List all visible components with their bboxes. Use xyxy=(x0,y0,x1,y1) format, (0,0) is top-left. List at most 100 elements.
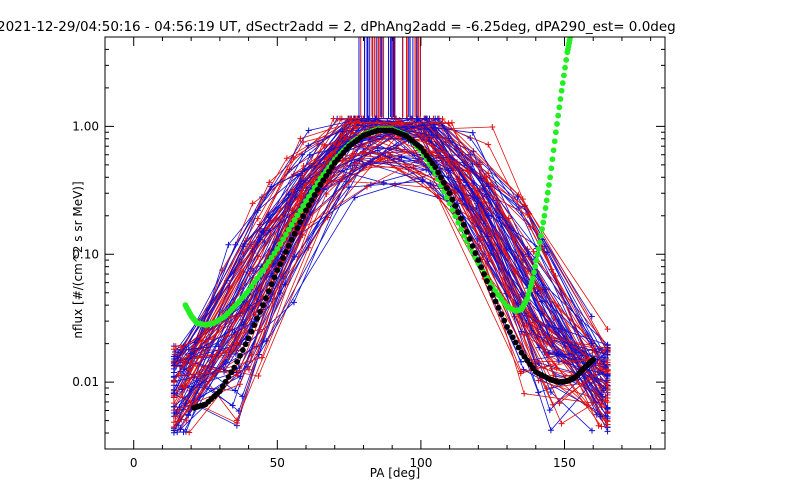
green-fit-point xyxy=(550,147,557,154)
trace-point-marker xyxy=(597,413,604,420)
trace-point-marker xyxy=(410,163,417,170)
black-fit-point xyxy=(495,304,502,311)
trace-point-marker xyxy=(603,381,610,388)
trace-point-marker xyxy=(452,160,459,167)
trace-point-marker xyxy=(423,115,430,122)
trace-point-marker xyxy=(521,390,528,397)
green-fit-point xyxy=(443,194,450,201)
black-fit-point xyxy=(492,298,499,305)
black-fit-point xyxy=(458,215,465,222)
flux-trace xyxy=(173,124,607,407)
green-fit-point xyxy=(455,219,462,226)
black-fit-point xyxy=(320,177,327,184)
trace-point-marker xyxy=(246,366,253,373)
black-fit-point xyxy=(291,230,298,237)
trace-point-marker xyxy=(225,241,232,248)
green-fit-point xyxy=(303,198,309,205)
axes: 0 50 100 150 1.00 0.10 0.01 xyxy=(72,36,666,470)
trace-point-marker xyxy=(526,319,533,326)
x-tick-label: 0 xyxy=(130,456,138,470)
black-fit-point xyxy=(308,197,315,204)
green-fit-point xyxy=(533,257,540,264)
black-fit-point xyxy=(265,288,272,295)
flux-trace xyxy=(189,128,608,428)
chart-title: 2021-12-29/04:50:16 - 04:56:19 UT, dSect… xyxy=(0,19,676,35)
trace-point-marker xyxy=(301,182,308,189)
trace-point-marker xyxy=(180,429,187,436)
trace-point-marker xyxy=(187,350,194,357)
black-fit-point xyxy=(432,164,439,171)
trace-point-marker xyxy=(374,147,381,154)
black-fit-point xyxy=(245,335,252,342)
green-fit-point xyxy=(552,129,559,136)
trace-point-marker xyxy=(503,245,510,252)
trace-point-marker xyxy=(351,194,358,201)
green-fit-point xyxy=(561,72,567,79)
y-axis-label: nflux [#/(cm^2 s sr MeV)] xyxy=(71,181,85,338)
green-fit-point xyxy=(531,269,537,276)
black-fit-point xyxy=(435,169,442,176)
plot-frame xyxy=(104,36,666,450)
trace-point-marker xyxy=(232,241,239,248)
black-fit-point xyxy=(268,281,275,288)
green-fit-point xyxy=(556,104,563,111)
trace-point-marker xyxy=(537,285,544,292)
trace-point-marker xyxy=(525,250,532,257)
trace-point-marker xyxy=(170,410,177,417)
flux-trace xyxy=(189,162,588,406)
black-fit-point xyxy=(484,278,490,284)
black-fit-point xyxy=(262,295,269,302)
black-fit-point xyxy=(463,228,470,235)
trace-point-marker xyxy=(171,424,178,431)
green-fit-point xyxy=(543,197,550,204)
black-fit-point xyxy=(274,267,281,274)
trace-point-marker xyxy=(419,176,426,183)
trace-point-marker xyxy=(175,418,182,425)
green-fit-point xyxy=(536,239,543,246)
y-tick-label: 1.00 xyxy=(72,119,99,133)
black-fit-point xyxy=(231,364,238,371)
trace-point-marker xyxy=(185,411,192,418)
black-fit-point xyxy=(326,168,332,175)
black-fit-point xyxy=(237,352,243,359)
trace-point-marker xyxy=(229,402,236,409)
black-fit-point xyxy=(489,292,496,298)
trace-point-marker xyxy=(348,115,355,122)
trace-point-marker xyxy=(556,400,563,407)
trace-point-marker xyxy=(306,152,313,159)
black-fit-point xyxy=(440,179,447,186)
trace-point-marker xyxy=(479,234,486,241)
flux-trace xyxy=(175,121,608,363)
trace-point-marker xyxy=(604,394,611,401)
black-fit-point xyxy=(283,249,289,255)
flux-traces xyxy=(170,37,611,436)
green-fit-point xyxy=(555,112,562,119)
green-fit-point xyxy=(551,138,558,145)
trace-point-marker xyxy=(236,381,243,388)
green-fit-point xyxy=(274,246,281,252)
flux-trace xyxy=(173,118,606,390)
trace-point-marker xyxy=(477,175,484,182)
trace-point-marker xyxy=(469,129,476,136)
black-fit-point xyxy=(216,388,223,395)
trace-point-marker xyxy=(345,184,352,191)
trace-point-marker xyxy=(604,342,611,349)
trace-point-marker xyxy=(170,386,177,393)
trace-point-marker xyxy=(445,167,452,174)
trace-point-marker xyxy=(396,116,403,123)
x-tick-label: 100 xyxy=(409,456,432,470)
trace-point-marker xyxy=(257,236,264,243)
trace-point-marker xyxy=(170,373,177,380)
black-fit-point xyxy=(239,347,246,353)
trace-point-marker xyxy=(255,373,262,380)
trace-point-marker xyxy=(434,115,441,122)
trace-point-marker xyxy=(350,129,357,136)
green-fit-point xyxy=(251,279,258,286)
trace-point-marker xyxy=(234,372,241,379)
black-fit-point xyxy=(305,202,312,209)
trace-point-marker xyxy=(240,306,247,313)
green-fit-point xyxy=(546,182,552,188)
green-fit-point xyxy=(534,251,541,258)
green-fit-point xyxy=(542,205,549,211)
black-fit-point xyxy=(478,264,485,270)
